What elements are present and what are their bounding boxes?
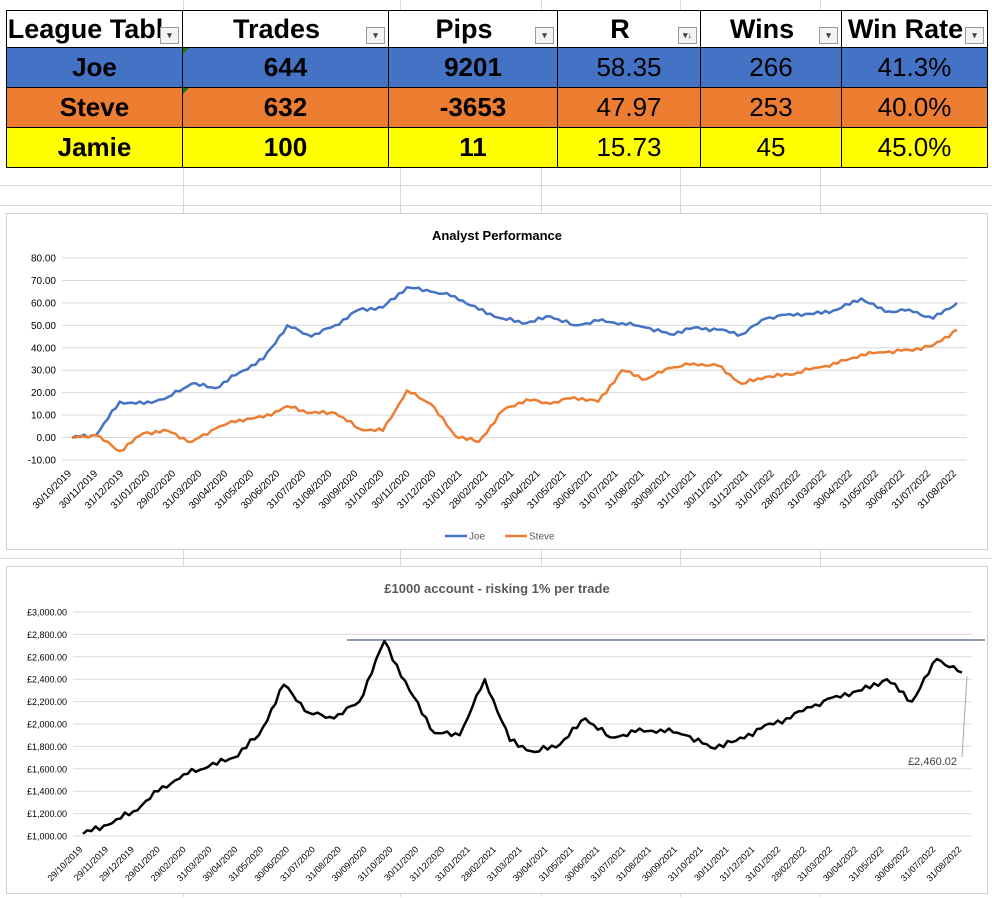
cell-wins[interactable]: 45 [700, 127, 842, 168]
header-win-rate: Win Rate ▾ [841, 10, 988, 48]
y-tick-label: £2,800.00 [27, 630, 67, 640]
y-tick-label: £1,000.00 [27, 832, 67, 842]
cell-name[interactable]: Jamie [6, 127, 183, 168]
account-growth-chart[interactable]: £1000 account - risking 1% per trade £3,0… [6, 566, 988, 894]
y-tick-label: £2,600.00 [27, 652, 67, 662]
chart-title: £1000 account - risking 1% per trade [384, 581, 609, 596]
y-tick-label: 10.00 [31, 411, 56, 422]
sort-descending-icon[interactable]: ▾↓ [678, 27, 697, 44]
y-tick-label: 30.00 [31, 366, 56, 377]
cell-r[interactable]: 47.97 [557, 87, 701, 128]
cell-name[interactable]: Joe [6, 47, 183, 88]
account-growth-svg: £1000 account - risking 1% per trade £3,0… [27, 581, 985, 883]
cell-wins[interactable]: 253 [700, 87, 842, 128]
y-tick-label: £2,400.00 [27, 675, 67, 685]
analyst-performance-chart[interactable]: Analyst Performance 80.00 70.00 60.00 50.00 4… [6, 213, 988, 550]
cell-name[interactable]: Steve [6, 87, 183, 128]
header-trades: Trades ▾ [182, 10, 389, 48]
filter-dropdown-icon[interactable]: ▾ [965, 27, 984, 44]
y-tick-label: 50.00 [31, 321, 56, 332]
filter-dropdown-icon[interactable]: ▾ [819, 27, 838, 44]
filter-dropdown-icon[interactable]: ▾ [535, 27, 554, 44]
header-wins: Wins ▾ [700, 10, 842, 48]
cell-r[interactable]: 15.73 [557, 127, 701, 168]
error-indicator [183, 48, 189, 54]
y-tick-label: -10.00 [28, 456, 57, 467]
error-indicator [183, 88, 189, 94]
annotation-leader-line [961, 676, 968, 758]
y-tick-label: 20.00 [31, 388, 56, 399]
table-row: Steve 632 -3653 47.97 253 40.0% [6, 87, 988, 128]
legend-label-joe: Joe [469, 532, 486, 543]
y-tick-label: £3,000.00 [27, 608, 67, 618]
y-tick-label: 0.00 [37, 433, 57, 444]
series-line-joe [71, 285, 958, 439]
cell-win-rate[interactable]: 41.3% [841, 47, 988, 88]
cell-trades[interactable]: 100 [182, 127, 389, 168]
cell-win-rate[interactable]: 40.0% [841, 87, 988, 128]
table-row: Jamie 100 11 15.73 45 45.0% [6, 127, 988, 168]
y-tick-label: £1,200.00 [27, 809, 67, 819]
cell-pips[interactable]: 9201 [388, 47, 558, 88]
cell-wins[interactable]: 266 [700, 47, 842, 88]
sheet-gridline [0, 205, 992, 206]
header-pips: Pips ▾ [388, 10, 558, 48]
cell-pips[interactable]: -3653 [388, 87, 558, 128]
cell-trades[interactable]: 632 [182, 87, 389, 128]
table-row: Joe 644 9201 58.35 266 41.3% [6, 47, 988, 88]
y-tick-label: £1,800.00 [27, 742, 67, 752]
cell-trades[interactable]: 644 [182, 47, 389, 88]
y-tick-label: 40.00 [31, 343, 56, 354]
cell-r[interactable]: 58.35 [557, 47, 701, 88]
y-tick-label: £1,400.00 [27, 787, 67, 797]
league-table: League Tabl ▾ Trades ▾ Pips ▾ R ▾↓ Wins ▾ Win… [6, 10, 988, 168]
y-tick-label: 60.00 [31, 298, 56, 309]
chart-title: Analyst Performance [432, 228, 562, 243]
cell-win-rate[interactable]: 45.0% [841, 127, 988, 168]
header-r: R ▾↓ [557, 10, 701, 48]
analyst-performance-svg: Analyst Performance 80.00 70.00 60.00 50.00 4… [28, 228, 967, 543]
series-line-account [82, 639, 963, 835]
legend-label-steve: Steve [529, 532, 555, 543]
y-tick-label: 70.00 [31, 276, 56, 287]
filter-dropdown-icon[interactable]: ▾ [160, 27, 179, 44]
sheet-gridline [0, 558, 992, 559]
header-league-table: League Tabl ▾ [6, 10, 183, 48]
annotation-label: £2,460.02 [908, 756, 957, 768]
series-line-steve [71, 328, 958, 453]
filter-dropdown-icon[interactable]: ▾ [366, 27, 385, 44]
y-tick-label: 80.00 [31, 254, 56, 265]
y-tick-label: £1,600.00 [27, 764, 67, 774]
sheet-gridline [0, 185, 992, 186]
cell-pips[interactable]: 11 [388, 127, 558, 168]
y-tick-label: £2,200.00 [27, 697, 67, 707]
y-tick-label: £2,000.00 [27, 720, 67, 730]
header-row: League Tabl ▾ Trades ▾ Pips ▾ R ▾↓ Wins ▾ Win… [6, 10, 988, 48]
